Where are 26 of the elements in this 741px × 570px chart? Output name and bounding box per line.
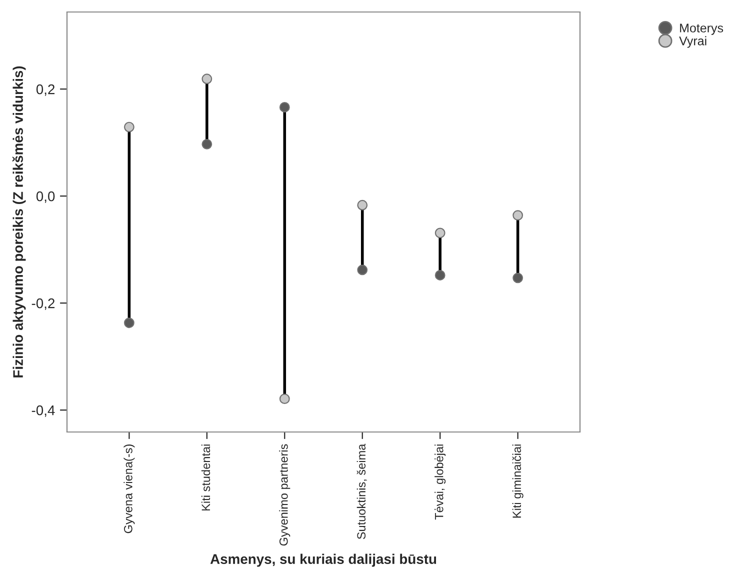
x-axis-title: Asmenys, su kuriais dalijasi būstu (210, 554, 436, 567)
x-tick-label: Sutuoktinis, šeima (356, 444, 367, 540)
point (124, 122, 134, 132)
x-tick-label: Kiti studentai (201, 444, 210, 510)
y-tick-label: 0,0 (36, 191, 55, 203)
x-tick-label: Kiti giminaičiai (512, 444, 524, 518)
point (279, 102, 290, 112)
point (124, 318, 134, 328)
y-axis-title: Fizinio aktyvumo poreikis (Z reikšmės vidurkis) (12, 66, 26, 378)
point (512, 272, 524, 284)
y-tick-label: -0,2 (32, 298, 54, 310)
y-tick-label: 0,2 (36, 84, 54, 96)
y-tick-label: -0,4 (32, 405, 55, 417)
x-tick-label: Gyvenimo partneris (279, 444, 290, 546)
x-tick-label: Tėvai, globėjai (434, 444, 446, 520)
point (279, 394, 290, 404)
point (202, 138, 212, 150)
x-tick-label: Gyvena viena(-s) (124, 444, 135, 534)
point (357, 200, 368, 210)
legend-label: Vyrai (679, 36, 706, 48)
point (434, 228, 446, 238)
point (434, 270, 446, 280)
point (512, 210, 524, 221)
point (357, 264, 368, 276)
point (202, 74, 212, 84)
legend-label: Moterys (680, 24, 724, 35)
